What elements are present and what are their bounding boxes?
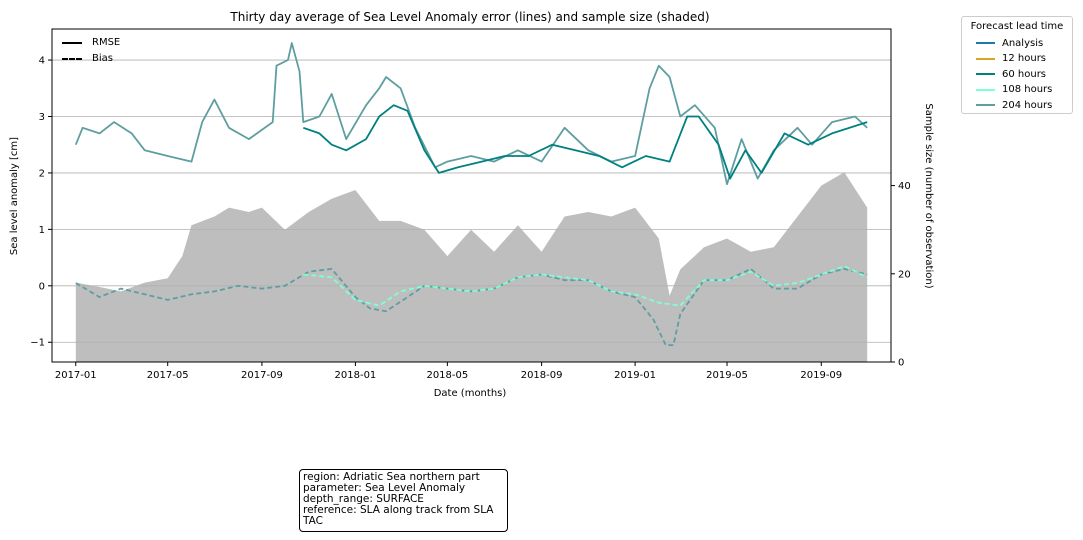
legend-item-rmse: RMSE xyxy=(58,35,120,51)
legend-swatch xyxy=(976,73,995,76)
y-tick-label: 0 xyxy=(39,281,45,292)
legend-label-bias: Bias xyxy=(92,53,113,64)
legend-item-bias: Bias xyxy=(58,51,120,67)
y-tick-label: 3 xyxy=(39,112,45,123)
x-axis-label: Date (months) xyxy=(434,388,507,399)
legend-label: 108 hours xyxy=(1002,84,1053,95)
axes-frame xyxy=(51,28,892,363)
legend-label: Analysis xyxy=(1002,37,1044,49)
legend-label: 204 hours xyxy=(1002,99,1053,111)
y2-tick-label: 0 xyxy=(898,358,904,369)
y-tick-label: 2 xyxy=(39,168,45,179)
legend-swatch xyxy=(976,104,995,107)
x-tick-label: 2017-01 xyxy=(55,370,97,381)
x-tick-label: 2018-01 xyxy=(335,370,377,381)
legend-swatch xyxy=(976,57,995,60)
x-tick-label: 2018-09 xyxy=(521,370,563,381)
y2-tick-label: 20 xyxy=(898,269,911,280)
metadata-info-box: region: Adriatic Sea northern part param… xyxy=(299,469,508,532)
chart-title: Thirty day average of Sea Level Anomaly … xyxy=(229,10,709,24)
legend-swatch xyxy=(976,42,995,45)
solid-line-swatch xyxy=(62,42,82,44)
legend-title: Forecast lead time xyxy=(970,21,1064,32)
x-tick-label: 2018-05 xyxy=(426,370,468,381)
series-line-204-hours-rmse xyxy=(74,42,868,186)
legend-lead-time: Forecast lead time Analysis 12 hours 60 … xyxy=(961,16,1073,114)
y2-axis-label: Sample size (number of observation) xyxy=(923,103,934,288)
x-tick-label: 2019-05 xyxy=(706,370,748,381)
x-tick-label: 2017-09 xyxy=(241,370,283,381)
legend-label: 60 hours xyxy=(1002,68,1047,80)
dashed-line-swatch xyxy=(62,58,82,60)
legend-metric: RMSE Bias xyxy=(58,35,120,67)
y-tick-label: 1 xyxy=(39,225,45,236)
series-line-60-hours-rmse xyxy=(303,104,868,180)
x-tick-label: 2019-01 xyxy=(614,370,656,381)
sample-size-area xyxy=(75,172,868,362)
x-tick-label: 2019-09 xyxy=(800,370,842,381)
legend-item-108-hours: 108 hours xyxy=(966,82,1068,98)
legend-swatch xyxy=(976,88,995,91)
y-axis-label: Sea level anomaly [cm] xyxy=(9,137,20,255)
legend-label-rmse: RMSE xyxy=(92,37,121,48)
x-tick-label: 2017-05 xyxy=(147,370,189,381)
y-tick-label: −1 xyxy=(30,338,45,349)
legend-item-analysis: Analysis xyxy=(966,36,1068,52)
legend-item-60-hours: 60 hours xyxy=(966,67,1068,83)
legend-item-12-hours: 12 hours xyxy=(966,51,1068,67)
legend-item-204-hours: 204 hours xyxy=(966,98,1068,114)
y-tick-label: 4 xyxy=(39,56,45,67)
legend-label: 12 hours xyxy=(1002,53,1047,64)
y2-tick-label: 40 xyxy=(898,181,911,192)
